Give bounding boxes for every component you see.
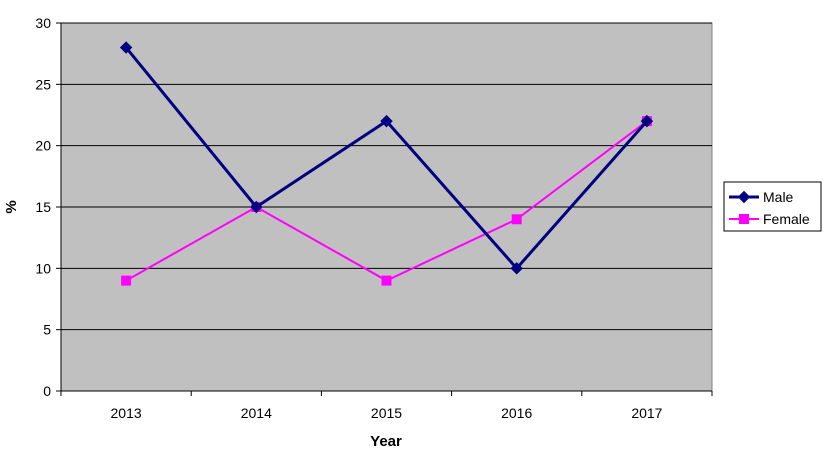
- legend-item-female: Female: [729, 211, 810, 227]
- series-male: [119, 41, 654, 275]
- y-tick-label: 10: [35, 260, 51, 276]
- data-point: [381, 275, 392, 286]
- y-tick-label: 5: [43, 322, 51, 338]
- data-point: [510, 262, 523, 275]
- data-point: [640, 114, 654, 128]
- legend: Male Female: [723, 181, 822, 232]
- x-axis-title: Year: [370, 433, 402, 450]
- legend-item-male: Male: [729, 189, 794, 205]
- legend-label: Female: [763, 211, 810, 227]
- data-point: [121, 275, 132, 286]
- y-axis-title: %: [3, 200, 20, 213]
- data-point: [380, 114, 393, 128]
- data-point: [250, 200, 263, 214]
- x-tick-label: 2017: [631, 405, 662, 421]
- x-tick-label: 2013: [111, 405, 142, 421]
- y-tick-label: 25: [35, 76, 51, 92]
- x-tick-label: 2016: [501, 405, 532, 421]
- y-tick-label: 20: [35, 138, 51, 154]
- y-tick-label: 15: [35, 199, 51, 215]
- legend-marker: [739, 214, 749, 224]
- x-tick-label: 2014: [241, 405, 272, 421]
- y-tick-label: 30: [35, 15, 51, 31]
- x-tick-label: 2015: [371, 405, 402, 421]
- y-tick-label: 0: [43, 383, 51, 399]
- legend-label: Male: [763, 189, 794, 205]
- data-point: [511, 214, 522, 225]
- legend-marker: [737, 190, 751, 204]
- data-point: [119, 41, 133, 54]
